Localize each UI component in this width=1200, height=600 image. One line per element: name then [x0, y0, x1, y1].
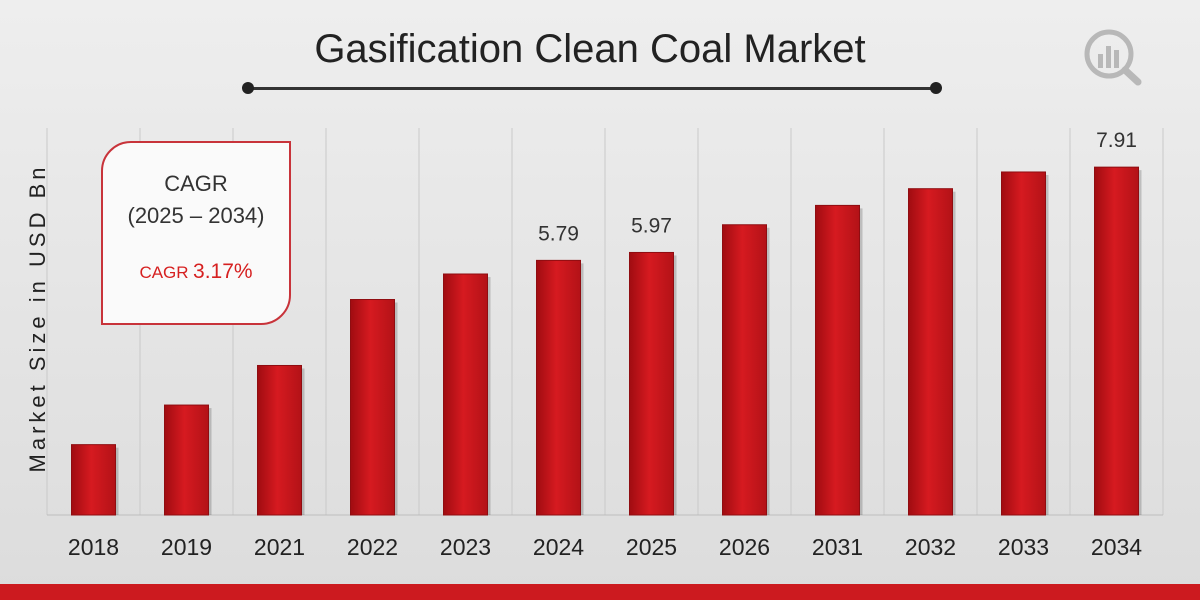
- bar-2022: [350, 299, 395, 516]
- title-underline-right-dot: [930, 82, 942, 94]
- bars: [71, 166, 1142, 516]
- cagr-value: 3.17%: [193, 260, 253, 283]
- x-tick-2025: 2025: [626, 534, 677, 560]
- bar-2031: [815, 204, 860, 516]
- chart-title: Gasification Clean Coal Market: [314, 27, 866, 71]
- x-tick-labels: 2018 2019 2021 2022 2023 2024 2025 2026 2031 2032…: [68, 534, 1142, 560]
- x-tick-2022: 2022: [347, 534, 398, 560]
- bar-2019: [164, 404, 209, 516]
- bar-2034: [1094, 166, 1139, 516]
- bar-2025: [629, 251, 674, 516]
- data-label-2024: 5.79: [538, 222, 579, 245]
- bar-2033: [1001, 171, 1046, 516]
- bar-chart-magnifier-icon: [1084, 29, 1142, 86]
- bar-2032: [908, 188, 953, 516]
- x-tick-2032: 2032: [905, 534, 956, 560]
- bar-2021: [257, 364, 302, 516]
- x-tick-2018: 2018: [68, 534, 119, 560]
- x-tick-2024: 2024: [533, 534, 584, 560]
- cagr-title: CAGR: [164, 171, 228, 196]
- x-tick-2019: 2019: [161, 534, 212, 560]
- data-labels: 5.79 5.97 7.91: [538, 129, 1137, 245]
- x-tick-2026: 2026: [719, 534, 770, 560]
- bar-2024: [536, 259, 581, 516]
- bar-2023: [443, 273, 488, 516]
- x-tick-2031: 2031: [812, 534, 863, 560]
- bottom-accent-bar: [0, 584, 1200, 600]
- cagr-callout: CAGR (2025 – 2034) CAGR 3.17%: [101, 141, 291, 325]
- title-underline-left-dot: [242, 82, 254, 94]
- data-label-2034: 7.91: [1096, 129, 1137, 152]
- title-underline: [247, 87, 937, 90]
- data-label-2025: 5.97: [631, 214, 672, 237]
- cagr-value-line: CAGR 3.17%: [103, 260, 289, 284]
- x-tick-2023: 2023: [440, 534, 491, 560]
- bar-2026: [722, 224, 767, 516]
- x-tick-2021: 2021: [254, 534, 305, 560]
- x-tick-2033: 2033: [998, 534, 1049, 560]
- cagr-label: CAGR: [139, 263, 189, 282]
- x-tick-2034: 2034: [1091, 534, 1142, 560]
- bar-2018: [71, 444, 116, 516]
- cagr-period: (2025 – 2034): [127, 203, 265, 228]
